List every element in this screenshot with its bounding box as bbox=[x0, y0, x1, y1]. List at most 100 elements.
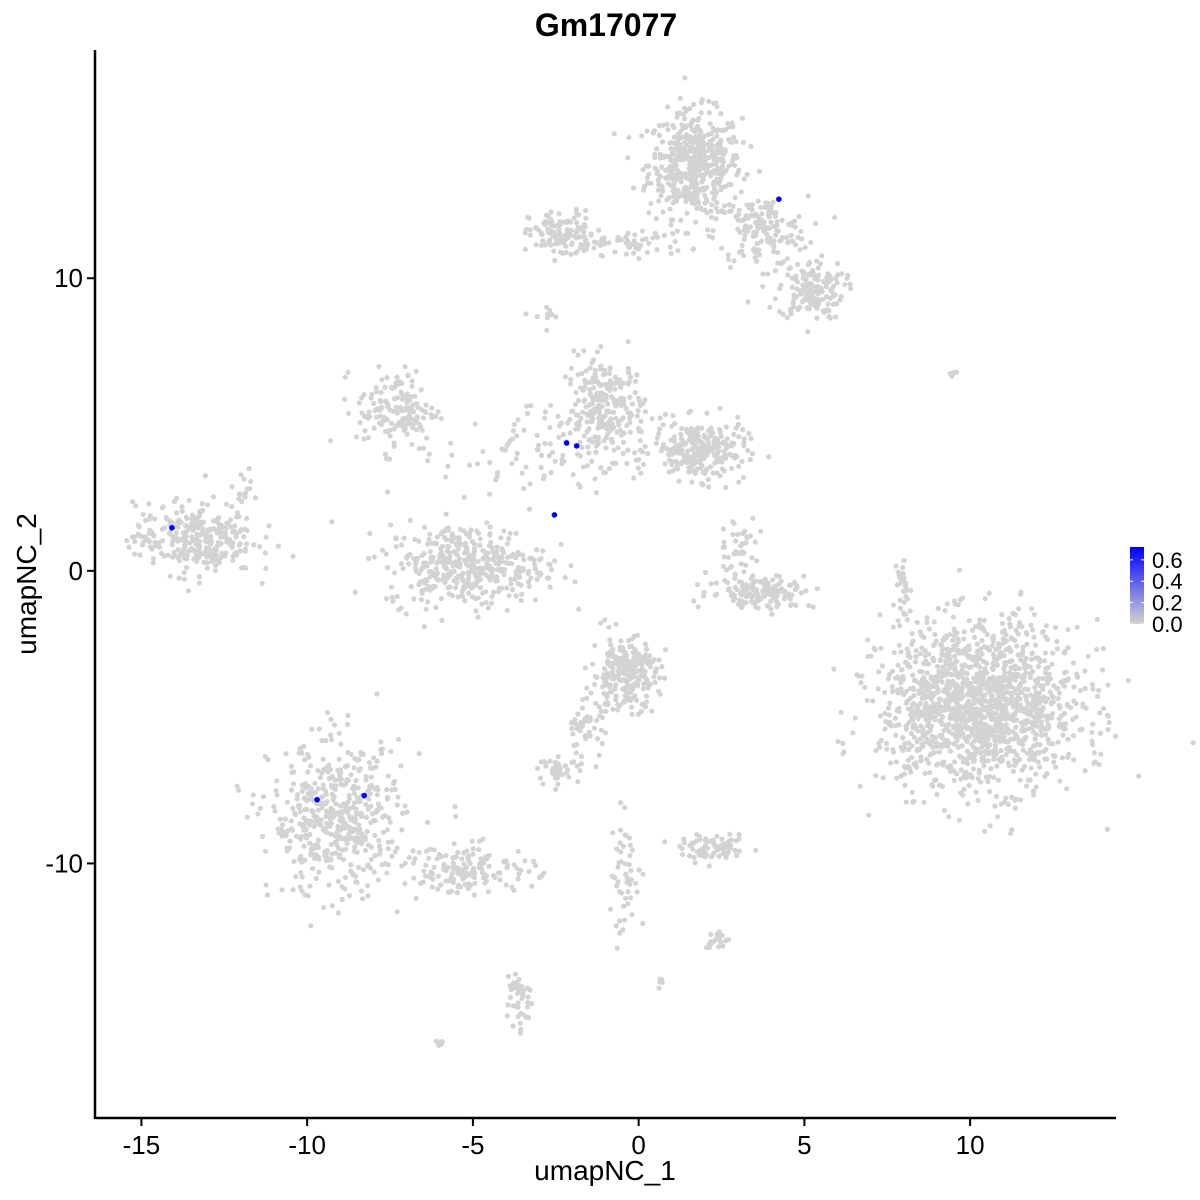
cell-point bbox=[662, 411, 669, 417]
cell-point bbox=[623, 657, 629, 663]
cell-point bbox=[1013, 717, 1019, 723]
cell-point bbox=[736, 434, 742, 440]
cell-point bbox=[937, 696, 943, 702]
cell-point bbox=[803, 281, 809, 288]
cell-point bbox=[365, 806, 371, 812]
cell-point bbox=[477, 542, 483, 549]
cell-point bbox=[629, 673, 635, 679]
cell-point bbox=[636, 395, 642, 401]
cell-point bbox=[939, 651, 945, 658]
cell-point bbox=[590, 661, 596, 667]
cell-point bbox=[1015, 652, 1021, 658]
cell-point bbox=[599, 740, 605, 747]
cell-point bbox=[630, 250, 637, 256]
cell-point bbox=[1023, 783, 1030, 789]
cell-point bbox=[1070, 660, 1076, 666]
cell-point bbox=[453, 813, 459, 820]
cell-point bbox=[1031, 757, 1038, 763]
cell-point bbox=[873, 773, 879, 779]
cell-point bbox=[632, 378, 639, 384]
cell-point bbox=[670, 166, 676, 172]
cell-point bbox=[994, 662, 1000, 669]
cell-point bbox=[1019, 689, 1025, 696]
cell-point bbox=[124, 538, 130, 544]
cell-point bbox=[987, 742, 993, 748]
cell-point bbox=[301, 823, 307, 829]
cell-point bbox=[707, 433, 713, 439]
cell-point bbox=[951, 626, 957, 632]
cell-point bbox=[986, 702, 992, 708]
cell-point bbox=[299, 888, 305, 894]
cell-point bbox=[410, 860, 417, 866]
cell-point bbox=[352, 819, 358, 825]
cell-point bbox=[660, 422, 666, 428]
cell-point bbox=[308, 923, 314, 929]
cell-point bbox=[336, 854, 342, 860]
cell-point bbox=[374, 758, 380, 764]
cell-point bbox=[576, 606, 582, 612]
cell-point bbox=[727, 264, 734, 271]
cell-point bbox=[560, 250, 566, 256]
cell-point bbox=[406, 854, 412, 861]
cell-point bbox=[613, 460, 619, 466]
cell-point bbox=[583, 208, 589, 214]
cell-point bbox=[896, 709, 902, 715]
cell-point bbox=[552, 458, 558, 464]
cell-point bbox=[671, 191, 678, 197]
cell-point bbox=[1074, 624, 1080, 630]
cell-point bbox=[586, 450, 592, 456]
cell-point bbox=[722, 577, 728, 584]
cell-point bbox=[808, 239, 814, 245]
cell-point bbox=[724, 436, 730, 442]
cell-point bbox=[620, 401, 627, 407]
cell-point bbox=[137, 533, 144, 539]
cell-point bbox=[749, 207, 755, 213]
cell-point bbox=[1050, 650, 1056, 656]
cell-point bbox=[785, 592, 792, 599]
cell-point bbox=[696, 154, 703, 160]
cell-point bbox=[351, 815, 357, 821]
cell-point bbox=[556, 423, 563, 429]
cell-point bbox=[706, 110, 712, 116]
cell-point bbox=[403, 611, 409, 617]
cell-point bbox=[297, 745, 303, 751]
cell-point bbox=[580, 387, 586, 393]
cell-point bbox=[618, 432, 625, 438]
cell-point bbox=[934, 762, 940, 768]
cell-point bbox=[571, 233, 578, 239]
cell-point bbox=[560, 452, 566, 458]
cell-point bbox=[427, 548, 433, 555]
cell-point bbox=[527, 555, 533, 561]
cell-point bbox=[993, 735, 999, 741]
cell-point bbox=[924, 615, 930, 621]
cell-point bbox=[951, 768, 957, 774]
cell-point bbox=[739, 598, 745, 604]
cell-point bbox=[193, 523, 199, 529]
cell-point bbox=[760, 580, 766, 586]
cell-point bbox=[307, 883, 313, 889]
cell-point bbox=[1042, 634, 1048, 640]
cell-point bbox=[338, 741, 344, 747]
cell-point bbox=[224, 539, 230, 545]
cell-point bbox=[732, 195, 738, 201]
cell-point bbox=[876, 669, 882, 675]
cell-point bbox=[922, 739, 928, 745]
cell-point bbox=[729, 453, 735, 459]
cell-point bbox=[924, 670, 930, 676]
cell-point bbox=[388, 749, 394, 755]
cell-point bbox=[568, 227, 575, 234]
cell-point bbox=[166, 530, 173, 536]
cell-point bbox=[748, 576, 754, 582]
cell-point bbox=[552, 775, 558, 781]
cell-point bbox=[735, 170, 741, 176]
cell-point bbox=[288, 763, 294, 769]
cell-point bbox=[181, 570, 187, 576]
cell-point bbox=[584, 419, 590, 425]
cell-point bbox=[525, 579, 532, 585]
cell-point bbox=[377, 851, 383, 857]
cell-point bbox=[194, 531, 200, 537]
cell-point bbox=[632, 694, 638, 700]
cell-point bbox=[439, 576, 445, 583]
cell-point bbox=[787, 602, 794, 609]
cell-point bbox=[721, 544, 728, 550]
